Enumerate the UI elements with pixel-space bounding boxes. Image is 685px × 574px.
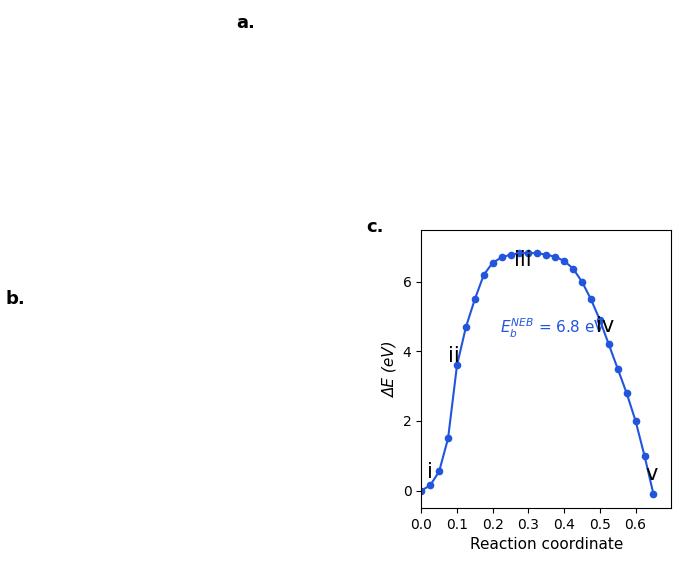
Text: i: i [427,463,432,482]
Text: iv: iv [596,316,614,336]
Text: v: v [645,464,658,484]
Text: ii: ii [448,346,460,366]
Text: c.: c. [366,219,384,236]
X-axis label: Reaction coordinate: Reaction coordinate [470,537,623,552]
Text: $E_b^{NEB}$ = 6.8 eV: $E_b^{NEB}$ = 6.8 eV [500,317,606,340]
Y-axis label: ΔE (eV): ΔE (eV) [382,340,397,397]
Text: iii: iii [514,250,532,270]
Text: a.: a. [236,14,256,32]
Text: b.: b. [5,290,25,308]
